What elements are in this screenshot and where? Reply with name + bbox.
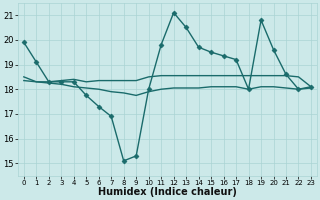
X-axis label: Humidex (Indice chaleur): Humidex (Indice chaleur)	[98, 187, 237, 197]
